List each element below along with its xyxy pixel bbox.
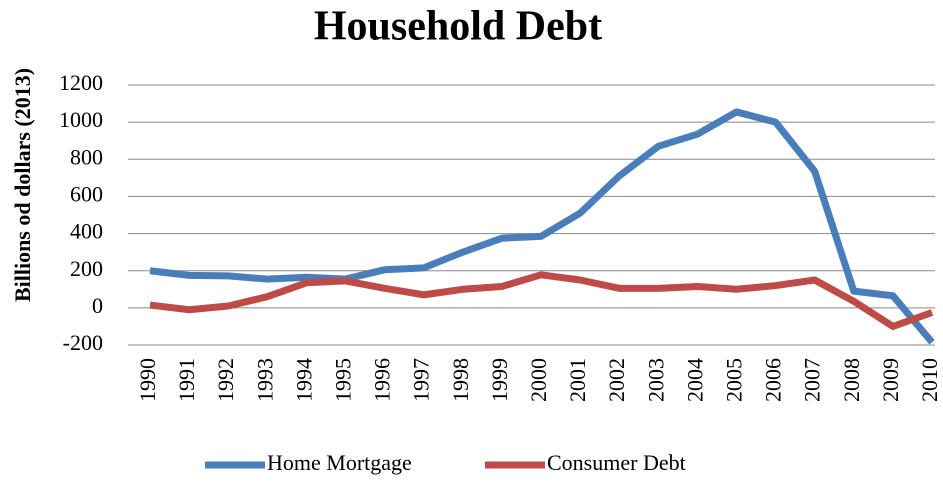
x-tick-label: 1998	[448, 358, 473, 402]
x-tick-label: 2005	[722, 358, 747, 402]
legend-label: Home Mortgage	[267, 450, 412, 475]
x-tick-label: 2003	[643, 358, 668, 402]
y-tick-label: 600	[70, 181, 103, 206]
x-tick-label: 1999	[487, 358, 512, 402]
y-tick-label: 1000	[59, 107, 103, 132]
y-tick-label: 400	[70, 219, 103, 244]
y-tick-label: 1200	[59, 70, 103, 95]
y-tick-label: 800	[70, 144, 103, 169]
x-tick-label: 2007	[800, 358, 825, 402]
x-tick-label: 2009	[878, 358, 903, 402]
x-tick-label: 2001	[565, 358, 590, 402]
x-tick-label: 1997	[409, 358, 434, 402]
legend-label: Consumer Debt	[547, 450, 686, 475]
x-tick-label: 1994	[291, 358, 316, 402]
x-tick-label: 1992	[213, 358, 238, 402]
x-tick-label: 2006	[761, 358, 786, 402]
x-tick-label: 2002	[604, 358, 629, 402]
x-tick-label: 2008	[839, 358, 864, 402]
x-tick-label: 1990	[135, 358, 160, 402]
x-tick-label: 2004	[682, 358, 707, 402]
series-line	[149, 271, 934, 330]
series-line	[149, 108, 935, 345]
y-axis-label: Billions od dollars (2013)	[10, 68, 35, 302]
x-tick-label: 2000	[526, 358, 551, 402]
y-tick-label: 0	[92, 293, 103, 318]
chart-title: Household Debt	[314, 4, 602, 50]
x-tick-label: 1996	[370, 358, 395, 402]
x-tick-label: 1991	[174, 358, 199, 402]
x-tick-label: 1993	[252, 358, 277, 402]
y-tick-label: -200	[63, 330, 103, 355]
x-tick-label: 1995	[331, 358, 356, 402]
x-tick-label: 2010	[917, 358, 942, 402]
y-tick-label: 200	[70, 256, 103, 281]
